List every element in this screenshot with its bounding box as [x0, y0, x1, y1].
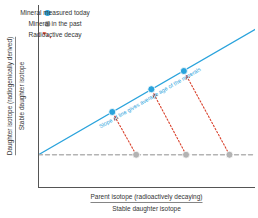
- svg-text:Stable daughter isotope: Stable daughter isotope: [112, 205, 181, 213]
- svg-text:Parent isotope (radioactively: Parent isotope (radioactively decaying): [90, 193, 202, 201]
- svg-text:Mineral in the past: Mineral in the past: [28, 20, 81, 28]
- svg-text:Daughter isotope (radiogenical: Daughter isotope (radiogenically derived…: [6, 37, 14, 156]
- svg-text:Radioactive decay: Radioactive decay: [28, 31, 82, 39]
- svg-text:Slope of line gives average ag: Slope of line gives average age of the m…: [98, 66, 202, 129]
- svg-text:Mineral measured today: Mineral measured today: [20, 9, 90, 17]
- svg-text:Stable daughter isotope: Stable daughter isotope: [18, 61, 26, 130]
